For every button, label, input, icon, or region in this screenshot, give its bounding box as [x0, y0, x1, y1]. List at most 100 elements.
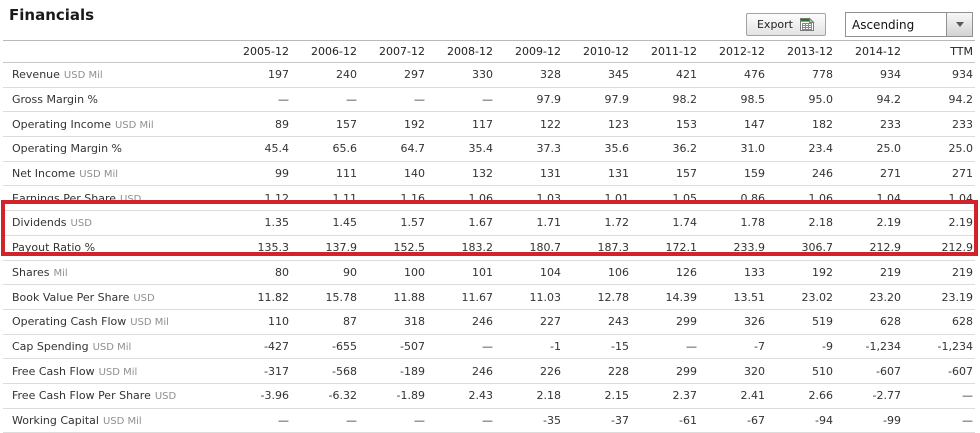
cell-value: 240	[291, 62, 359, 88]
row-unit: USD	[154, 391, 177, 403]
chevron-down-icon[interactable]	[946, 13, 972, 36]
row-unit: USD Mil	[98, 366, 138, 378]
sort-order-value: Ascending	[852, 17, 915, 32]
row-label-cell: Revenue USD Mil	[3, 62, 223, 88]
cell-value: 271	[903, 161, 975, 187]
cell-value: 243	[563, 309, 631, 335]
row-label-cell: Free Cash Flow Per Share USD	[3, 383, 223, 409]
cell-value: -507	[359, 334, 427, 360]
cell-value: —	[903, 383, 975, 409]
table-row: Operating Margin % 45.4 65.6 64.7 35.4 37.3 35…	[3, 136, 975, 162]
financials-table: 2005-12 2006-12 2007-12 2008-12 2009-12 2010-…	[3, 40, 975, 433]
cell-value: 182	[767, 111, 835, 138]
cell-value: 23.19	[903, 284, 975, 310]
row-unit: USD	[70, 218, 92, 230]
cell-value: -607	[835, 358, 903, 384]
cell-value: 219	[903, 260, 975, 286]
cell-value: 1.03	[495, 185, 563, 212]
row-label: Net Income	[12, 167, 76, 181]
cell-value: 1.57	[359, 210, 427, 236]
row-label: Operating Margin %	[12, 142, 123, 156]
cell-value: 183.2	[427, 235, 495, 261]
cell-value: 89	[223, 111, 291, 138]
cell-value: 80	[223, 260, 291, 286]
table-row: Free Cash Flow USD Mil -317 -568 -189 246 226 2…	[3, 358, 975, 384]
cell-value: 1.72	[563, 210, 631, 236]
cell-value: -607	[903, 358, 975, 384]
export-button[interactable]: Export	[746, 13, 826, 36]
table-row: Operating Income USD Mil 89 157 192 117 122 123…	[3, 111, 975, 138]
cell-value: -1,234	[903, 334, 975, 360]
cell-value: 98.5	[699, 87, 767, 113]
cell-value: -37	[563, 408, 631, 433]
table-row: Earnings Per Share USD 1.12 1.11 1.16 1.06 1.0…	[3, 185, 975, 212]
cell-value: -1,234	[835, 334, 903, 360]
cell-value: 12.78	[563, 284, 631, 310]
cell-value: 2.41	[699, 383, 767, 409]
cell-value: 64.7	[359, 136, 427, 162]
row-label-cell: Operating Cash Flow USD Mil	[3, 309, 223, 335]
cell-value: 1.04	[835, 185, 903, 212]
column-header: 2014-12	[835, 40, 903, 63]
row-unit: USD	[133, 292, 155, 304]
row-label: Free Cash Flow Per Share	[12, 389, 151, 403]
table-row: Net Income USD Mil 99 111 140 132 131 131 157 159…	[3, 161, 975, 187]
cell-value: 94.2	[835, 87, 903, 113]
cell-value: 1.06	[427, 185, 495, 212]
row-label-cell: Payout Ratio %	[3, 235, 223, 261]
cell-value: —	[903, 408, 975, 433]
cell-value: 157	[631, 161, 699, 187]
cell-value: 2.43	[427, 383, 495, 409]
table-row: Revenue USD Mil 197 240 297 330 328 345 421 476 77…	[3, 62, 975, 88]
cell-value: 25.0	[903, 136, 975, 162]
row-label: Earnings Per Share	[12, 191, 117, 205]
row-unit: USD Mil	[63, 70, 103, 82]
cell-value: 226	[495, 358, 563, 384]
cell-value: 246	[427, 309, 495, 335]
table-row: Payout Ratio % 135.3 137.9 152.5 183.2 180.7 1…	[3, 235, 975, 261]
cell-value: 421	[631, 62, 699, 88]
table-row: Book Value Per Share USD 11.82 15.78 11.88 11…	[3, 284, 975, 310]
cell-value: —	[427, 408, 495, 433]
sort-order-dropdown[interactable]: Ascending	[845, 12, 973, 37]
cell-value: -61	[631, 408, 699, 433]
cell-value: -15	[563, 334, 631, 360]
cell-value: 153	[631, 111, 699, 138]
cell-value: -35	[495, 408, 563, 433]
row-label-cell: Operating Margin %	[3, 136, 223, 162]
cell-value: 345	[563, 62, 631, 88]
cell-value: 131	[563, 161, 631, 187]
cell-value: -568	[291, 358, 359, 384]
cell-value: 23.4	[767, 136, 835, 162]
cell-value: 1.71	[495, 210, 563, 236]
cell-value: 37.3	[495, 136, 563, 162]
cell-value: 934	[903, 62, 975, 88]
cell-value: 35.6	[563, 136, 631, 162]
cell-value: 192	[359, 111, 427, 138]
cell-value: 1.67	[427, 210, 495, 236]
cell-value: 157	[291, 111, 359, 138]
cell-value: 233	[903, 111, 975, 138]
cell-value: 11.67	[427, 284, 495, 310]
cell-value: 233.9	[699, 235, 767, 261]
row-label-cell: Earnings Per Share USD	[3, 185, 223, 212]
cell-value: 25.0	[835, 136, 903, 162]
cell-value: 628	[903, 309, 975, 335]
cell-value: 11.82	[223, 284, 291, 310]
cell-value: 297	[359, 62, 427, 88]
cell-value: 2.18	[495, 383, 563, 409]
row-label: Payout Ratio %	[12, 241, 96, 255]
column-header: 2009-12	[495, 40, 563, 63]
cell-value: 110	[223, 309, 291, 335]
row-unit: USD Mil	[79, 169, 119, 181]
cell-value: 1.05	[631, 185, 699, 212]
column-header: 2008-12	[427, 40, 495, 63]
cell-value: 126	[631, 260, 699, 286]
column-header: TTM	[903, 40, 975, 63]
row-label-header	[3, 40, 223, 63]
cell-value: 99	[223, 161, 291, 187]
row-label: Shares	[12, 265, 50, 279]
cell-value: 140	[359, 161, 427, 187]
row-unit: USD	[120, 193, 142, 205]
row-label: Working Capital	[12, 413, 99, 427]
